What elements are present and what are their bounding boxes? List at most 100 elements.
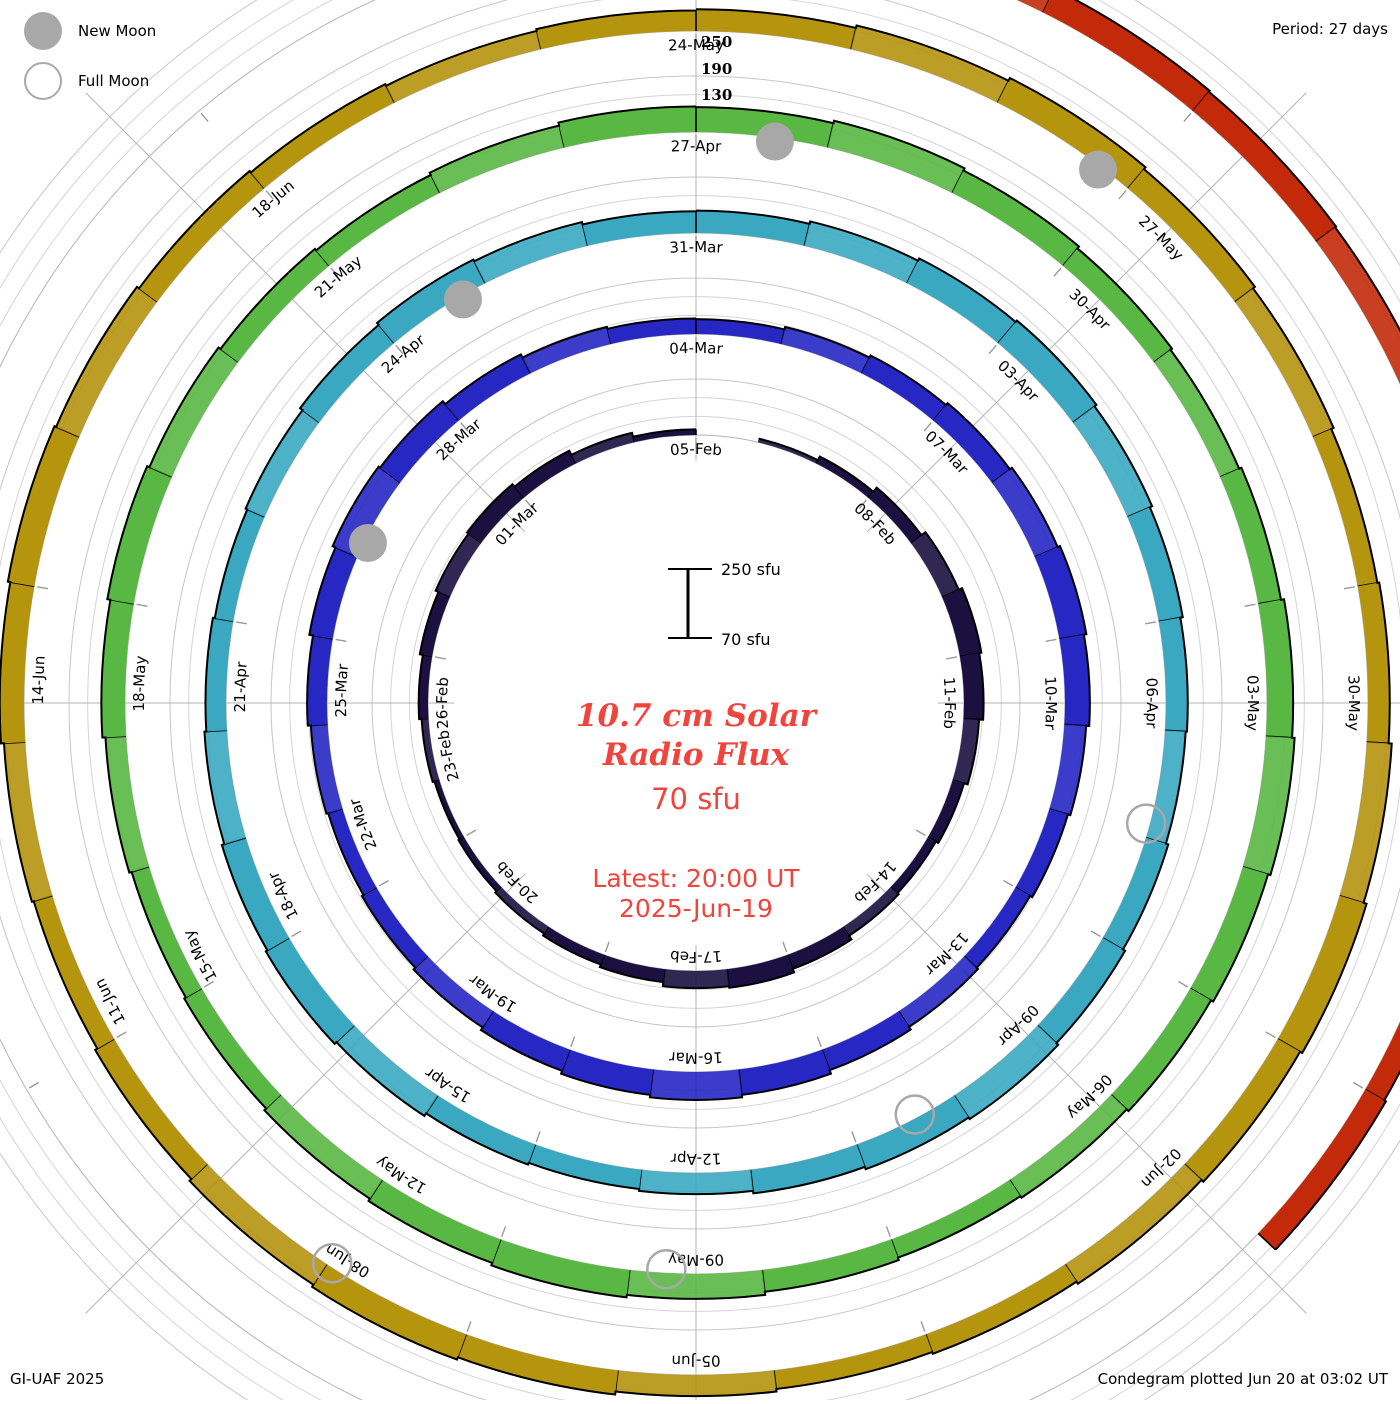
day-tick xyxy=(1119,191,1126,199)
flux-day-segment xyxy=(459,837,502,891)
radial-tick-250: 250 xyxy=(701,33,732,51)
flux-day-segment xyxy=(751,1145,865,1194)
scale-bar: 250 sfu 70 sfu xyxy=(668,560,781,649)
flux-day-segment xyxy=(828,121,965,193)
flux-day-segment xyxy=(300,325,394,422)
new-moon-marker xyxy=(349,524,387,562)
date-label: 14-Jun xyxy=(29,655,49,705)
flux-day-segment xyxy=(266,938,354,1044)
day-tick xyxy=(1046,639,1057,641)
flux-day-segment xyxy=(992,468,1058,557)
day-tick xyxy=(1353,1083,1363,1089)
day-tick xyxy=(29,1083,39,1089)
plotted-timestamp: Condegram plotted Jun 20 at 03:02 UT xyxy=(1098,1370,1388,1388)
flux-day-segment xyxy=(928,780,964,843)
date-label: 21-Apr xyxy=(231,660,251,712)
flux-day-segment xyxy=(430,126,565,193)
flux-day-segment xyxy=(369,1180,501,1263)
flux-day-segment xyxy=(529,1145,642,1189)
scale-bar-top-label: 250 sfu xyxy=(721,560,781,579)
flux-day-segment xyxy=(952,170,1079,265)
full-moon-icon xyxy=(24,62,62,100)
flux-day-segment xyxy=(851,26,1009,103)
flux-day-segment xyxy=(105,736,149,872)
day-tick xyxy=(236,622,247,624)
flux-day-segment xyxy=(190,1164,327,1285)
flux-day-segment xyxy=(139,171,264,302)
flux-day-segment xyxy=(221,249,329,362)
flux-day-segment xyxy=(1316,227,1400,397)
latest-time: Latest: 20:00 UT xyxy=(592,864,800,893)
new-moon-marker xyxy=(756,123,794,161)
day-tick xyxy=(571,1037,575,1047)
flux-day-segment xyxy=(312,1264,466,1359)
scale-bar-bottom-label: 70 sfu xyxy=(721,630,771,649)
flux-day-segment xyxy=(246,410,319,517)
flux-day-segment xyxy=(445,354,530,420)
day-tick xyxy=(1178,982,1188,988)
legend-new-moon-label: New Moon xyxy=(78,22,156,40)
date-label: 18-May xyxy=(130,655,150,712)
date-label: 27-Apr xyxy=(670,137,722,156)
date-label: 06-Apr xyxy=(1142,677,1161,729)
day-tick xyxy=(989,345,996,353)
flux-day-segment xyxy=(600,955,665,982)
legend-full-moon: Full Moon xyxy=(24,62,149,100)
date-label: 17-Feb xyxy=(669,947,722,966)
chart-title-line1: 10.7 cm Solar xyxy=(576,698,819,734)
day-tick xyxy=(37,587,48,589)
date-label: 16-Mar xyxy=(668,1048,723,1067)
day-tick xyxy=(1145,622,1156,624)
flux-day-segment xyxy=(309,547,357,638)
flux-day-segment xyxy=(571,433,634,464)
center-annotation: 10.7 cm Solar Radio Flux 70 sfu Latest: … xyxy=(576,698,819,923)
flux-day-segment xyxy=(663,969,729,988)
flux-day-segment xyxy=(907,259,1016,343)
flux-day-segment xyxy=(386,31,541,103)
flux-day-segment xyxy=(8,426,79,586)
flux-day-segment xyxy=(650,1070,742,1100)
day-tick xyxy=(916,830,926,836)
flux-day-segment xyxy=(758,439,818,464)
flux-day-segment xyxy=(481,1011,570,1071)
flux-day-segment xyxy=(1191,867,1269,1002)
day-tick xyxy=(435,657,446,659)
flux-day-segment xyxy=(911,532,959,597)
day-tick xyxy=(1184,113,1191,121)
flux-day-segment xyxy=(862,355,946,420)
day-tick xyxy=(783,942,787,952)
date-label: 30-May xyxy=(1344,675,1363,732)
latest-date: 2025-Jun-19 xyxy=(619,894,773,923)
flux-day-segment xyxy=(543,927,604,965)
date-label: 11-Feb xyxy=(940,676,959,729)
flux-day-segment xyxy=(1313,429,1377,586)
flux-day-segment xyxy=(774,1334,932,1389)
flux-day-segment xyxy=(1340,742,1392,903)
legend-full-moon-label: Full Moon xyxy=(78,72,149,90)
flux-day-segment xyxy=(1185,1039,1300,1182)
flux-day-segment xyxy=(1038,938,1125,1043)
day-tick xyxy=(467,1321,471,1331)
day-tick xyxy=(467,830,477,836)
flux-day-segment xyxy=(95,1039,207,1179)
day-tick xyxy=(379,881,389,887)
flux-day-segment xyxy=(0,582,34,743)
new-moon-marker xyxy=(444,280,482,318)
new-moon-icon xyxy=(24,12,62,50)
legend-new-moon: New Moon xyxy=(24,12,156,50)
date-label: 31-Mar xyxy=(669,238,724,257)
flux-day-segment xyxy=(891,837,936,893)
day-tick xyxy=(946,657,957,659)
day-tick xyxy=(336,639,347,641)
flux-day-segment xyxy=(491,1240,629,1298)
day-tick xyxy=(1091,931,1101,937)
flux-day-segment xyxy=(316,175,440,266)
radial-tick-190: 190 xyxy=(701,60,732,78)
flux-day-segment xyxy=(34,896,114,1049)
date-label: 04-Mar xyxy=(669,339,724,358)
day-tick xyxy=(605,942,609,952)
flux-day-segment xyxy=(1278,896,1367,1053)
credit-label: GI-UAF 2025 xyxy=(10,1370,104,1388)
